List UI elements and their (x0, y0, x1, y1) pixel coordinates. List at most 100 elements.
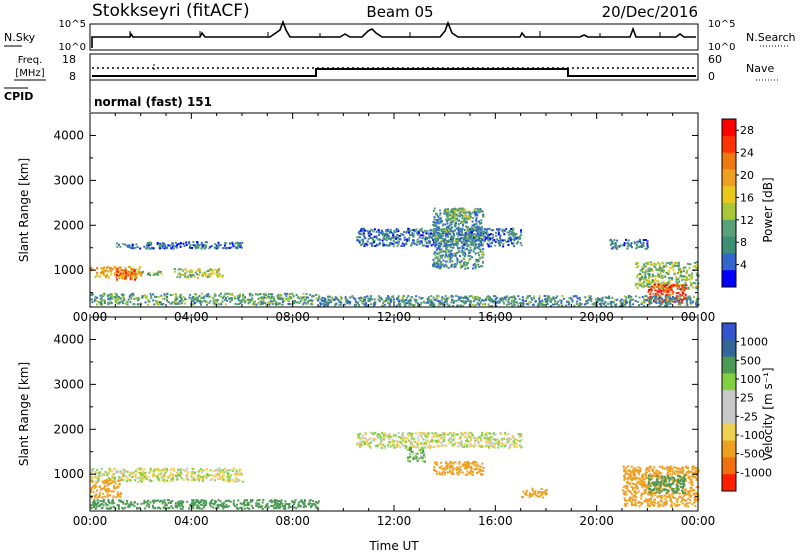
echo-pixel (226, 292, 229, 295)
echo-pixel (184, 275, 187, 278)
echo-pixel (661, 261, 664, 264)
echo-pixel (279, 506, 282, 509)
echo-pixel (155, 302, 158, 305)
echo-pixel (443, 209, 446, 212)
echo-pixel (420, 297, 423, 300)
echo-pixel (145, 478, 148, 480)
echo-pixel (425, 237, 428, 240)
echo-pixel (274, 503, 277, 506)
echo-pixel (225, 475, 228, 478)
echo-pixel (182, 505, 184, 508)
echo-pixel (444, 298, 447, 301)
echo-pixel (614, 246, 617, 249)
echo-pixel (485, 298, 488, 301)
echo-pixel (434, 263, 437, 266)
echo-pixel (439, 221, 442, 224)
echo-pixel (548, 296, 551, 299)
echo-pixel (469, 439, 472, 442)
echo-pixel (139, 468, 142, 471)
echo-pixel (166, 247, 169, 249)
echo-pixel (370, 236, 373, 239)
echo-pixel (162, 302, 165, 305)
echo-pixel (124, 302, 127, 305)
echo-pixel (157, 296, 160, 298)
echo-pixel (679, 293, 682, 296)
echo-pixel (466, 233, 468, 235)
echo-pixel (666, 290, 669, 293)
echo-pixel (285, 294, 288, 297)
echo-pixel (152, 299, 155, 302)
echo-pixel (404, 302, 407, 305)
echo-pixel (446, 212, 449, 215)
echo-pixel (382, 300, 385, 303)
echo-pixel (246, 501, 249, 504)
echo-pixel (165, 504, 168, 507)
echo-pixel (199, 302, 202, 304)
echo-pixel (293, 503, 295, 506)
echo-pixel (389, 441, 392, 444)
echo-pixel (201, 244, 204, 247)
echo-pixel (398, 302, 401, 305)
echo-pixel (684, 293, 687, 296)
echo-pixel (464, 212, 467, 215)
echo-pixel (511, 230, 514, 232)
echo-pixel (461, 245, 464, 248)
echo-pixel (491, 299, 494, 302)
echo-pixel (486, 242, 489, 245)
echo-pixel (689, 263, 692, 266)
echo-pixel (392, 236, 395, 239)
echo-pixel (239, 302, 242, 305)
echo-pixel (239, 294, 242, 297)
echo-pixel (113, 486, 115, 489)
echo-pixel (93, 499, 96, 502)
echo-pixel (638, 296, 641, 299)
echo-pixel (661, 297, 664, 300)
echo-pixel (472, 250, 475, 253)
echo-pixel (360, 444, 363, 447)
echo-pixel (252, 507, 254, 509)
echo-pixel (642, 278, 645, 281)
echo-pixel (653, 265, 656, 268)
echo-pixel (678, 284, 681, 287)
echo-pixel (397, 295, 400, 298)
echo-pixel (218, 467, 221, 470)
echo-pixel (412, 305, 415, 308)
echo-pixel (325, 300, 328, 303)
echo-pixel (675, 261, 678, 264)
echo-pixel (106, 474, 109, 477)
echo-pixel (464, 264, 467, 267)
echo-pixel (144, 296, 147, 299)
echo-pixel (403, 236, 406, 239)
echo-pixel (455, 237, 458, 240)
echo-pixel (643, 263, 645, 266)
echo-pixel (655, 293, 658, 296)
echo-pixel (433, 252, 436, 255)
echo-pixel (118, 476, 120, 479)
echo-pixel (447, 249, 450, 252)
echo-pixel (661, 277, 663, 279)
echo-pixel (165, 293, 168, 296)
echo-pixel (143, 245, 146, 248)
echo-pixel (196, 499, 199, 502)
echo-pixel (451, 434, 454, 437)
echo-pixel (492, 444, 495, 447)
echo-pixel (195, 507, 198, 510)
echo-pixel (302, 296, 305, 299)
echo-pixel (647, 268, 650, 271)
echo-pixel (177, 268, 180, 271)
echo-pixel (482, 299, 485, 302)
echo-pixel (658, 301, 661, 304)
echo-pixel (122, 475, 125, 478)
echo-pixel (139, 477, 142, 480)
y-tick-label: 2000 (53, 218, 84, 232)
echo-pixel (264, 294, 267, 296)
echo-pixel (116, 302, 119, 305)
echo-pixel (668, 282, 671, 285)
echo-pixel (307, 300, 310, 303)
echo-pixel (649, 295, 652, 298)
echo-pixel (463, 218, 466, 221)
echo-pixel (115, 496, 118, 499)
echo-pixel (484, 237, 487, 240)
echo-pixel (373, 240, 376, 242)
echo-pixel (186, 270, 189, 273)
